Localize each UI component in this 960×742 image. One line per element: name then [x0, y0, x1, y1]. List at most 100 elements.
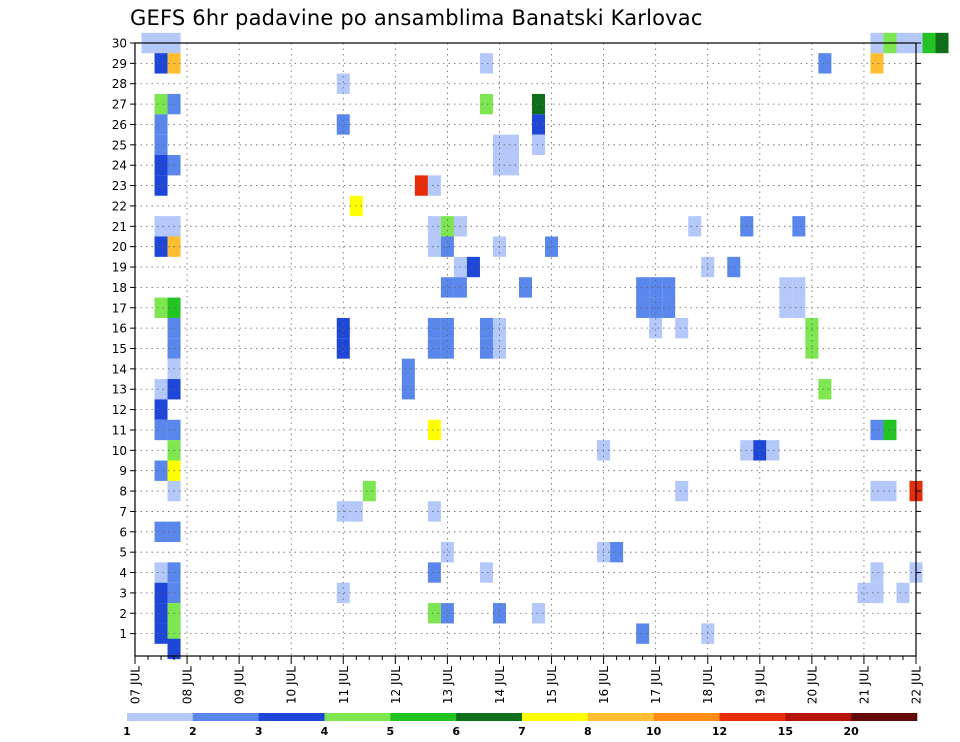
- colorbar-label: 20: [844, 725, 860, 738]
- heatmap-cell: [427, 603, 441, 624]
- y-tick-label: 28: [112, 77, 127, 91]
- y-tick-label: 5: [119, 546, 127, 560]
- heatmap-cell: [362, 480, 376, 502]
- heatmap-cell: [154, 582, 168, 604]
- heatmap-cell: [857, 582, 871, 604]
- heatmap-cell: [636, 623, 650, 644]
- heatmap-cell: [154, 379, 168, 400]
- colorbar-swatch: [390, 713, 457, 721]
- heatmap-cell: [649, 277, 663, 298]
- y-tick-label: 24: [112, 159, 127, 173]
- heatmap-cell: [154, 114, 168, 135]
- y-tick-label: 8: [119, 485, 127, 499]
- y-tick-label: 21: [112, 220, 127, 234]
- x-tick-label: 11 JUL: [337, 666, 351, 704]
- heatmap-cell: [427, 338, 441, 359]
- heatmap-cell: [870, 53, 884, 74]
- x-tick-label: 13 JUL: [441, 666, 455, 704]
- colorbar-label: 12: [712, 725, 727, 738]
- colorbar-swatch: [851, 713, 918, 721]
- heatmap-cell: [870, 419, 884, 441]
- heatmap-cell: [336, 114, 350, 135]
- y-tick-label: 9: [119, 464, 127, 478]
- y-tick-label: 4: [119, 566, 127, 580]
- colorbar-label: 4: [321, 725, 329, 738]
- colorbar-label: 10: [646, 725, 662, 738]
- colorbar-label: 15: [778, 725, 793, 738]
- heatmap-cell: [479, 338, 493, 359]
- y-tick-label: 1: [119, 627, 127, 641]
- colorbar-swatch: [719, 713, 786, 721]
- heatmap-cell: [675, 480, 689, 502]
- heatmap-cell: [636, 297, 650, 318]
- heatmap-cell: [427, 236, 441, 257]
- colorbar-label: 3: [255, 725, 263, 738]
- heatmap-cell: [427, 419, 441, 441]
- y-tick-labels: 1234567891011121314151617181920212223242…: [112, 37, 127, 642]
- heatmap-cell: [505, 134, 519, 156]
- y-tick-label: 6: [119, 525, 127, 539]
- x-tick-label: 14 JUL: [493, 666, 507, 704]
- heatmap-cell: [154, 603, 168, 624]
- heatmap-cell: [427, 562, 441, 583]
- heatmap-cell: [154, 399, 168, 420]
- x-tick-label: 18 JUL: [701, 666, 715, 704]
- heatmap-cell: [675, 317, 689, 339]
- heatmap-cell: [336, 73, 350, 94]
- x-tick-label: 15 JUL: [545, 666, 559, 704]
- colorbar-label: 8: [584, 725, 592, 738]
- colorbar-swatch: [785, 713, 852, 721]
- y-tick-label: 14: [112, 362, 127, 376]
- heatmap-cell: [154, 460, 168, 481]
- axis-ticks: [130, 42, 921, 664]
- heatmap-cell: [818, 53, 832, 74]
- x-tick-label: 16 JUL: [597, 666, 611, 704]
- heatmap-cell: [766, 440, 780, 461]
- colorbar-label: 2: [189, 725, 197, 738]
- heatmap-cell: [649, 317, 663, 339]
- heatmap-cell: [154, 562, 168, 583]
- colorbar-label: 6: [452, 725, 460, 738]
- heatmap-cell: [154, 623, 168, 644]
- x-tick-label: 10 JUL: [285, 666, 299, 704]
- x-tick-label: 22 JUL: [910, 666, 924, 704]
- colorbar-swatch: [653, 713, 720, 721]
- heatmap-cell: [532, 134, 546, 156]
- y-tick-label: 11: [112, 423, 127, 437]
- heatmap-cell: [922, 32, 936, 54]
- x-tick-label: 08 JUL: [181, 666, 195, 704]
- plot-frame: [134, 42, 917, 657]
- heatmap-cell: [401, 358, 415, 380]
- y-tick-label: 26: [112, 118, 127, 132]
- heatmap-cell: [440, 603, 454, 624]
- heatmap-cell: [427, 317, 441, 339]
- heatmap-cell: [154, 236, 168, 257]
- heatmap-cell: [532, 114, 546, 135]
- y-tick-label: 19: [112, 261, 127, 275]
- x-tick-label: 20 JUL: [805, 666, 819, 704]
- y-tick-label: 13: [112, 383, 127, 397]
- heatmap-cell: [440, 277, 454, 298]
- colorbar-swatch: [522, 713, 589, 721]
- heatmap-cell: [154, 134, 168, 156]
- y-tick-label: 20: [112, 240, 127, 254]
- heatmap-cell: [427, 216, 441, 237]
- heatmap-cell: [532, 93, 546, 115]
- heatmap-cell: [154, 419, 168, 441]
- x-tick-label: 07 JUL: [129, 666, 143, 704]
- y-tick-label: 18: [112, 281, 127, 295]
- heatmap-cell: [792, 216, 806, 237]
- colorbar-label: 5: [387, 725, 395, 738]
- heatmap-cell: [440, 317, 454, 339]
- heatmap-cell: [688, 216, 702, 237]
- heatmap-cell: [336, 338, 350, 359]
- colorbar-label: 1: [123, 725, 131, 738]
- heatmap-cell: [870, 562, 884, 583]
- heatmap-cell: [870, 582, 884, 604]
- heatmap-cell: [479, 317, 493, 339]
- heatmap-cell: [154, 216, 168, 237]
- heatmap-cell: [336, 317, 350, 339]
- y-tick-label: 2: [119, 607, 127, 621]
- heatmap-cell: [440, 216, 454, 237]
